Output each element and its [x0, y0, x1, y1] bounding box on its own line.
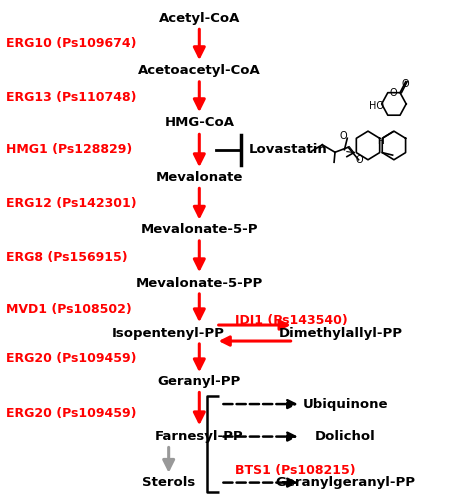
Text: O: O [340, 131, 347, 141]
Text: O: O [356, 155, 364, 165]
Text: Isopentenyl-PP: Isopentenyl-PP [112, 326, 225, 340]
Text: H: H [378, 137, 384, 146]
Text: IDI1 (Ps143540): IDI1 (Ps143540) [235, 314, 347, 327]
Text: HO: HO [368, 101, 383, 111]
Text: Mevalonate-5-P: Mevalonate-5-P [141, 223, 258, 236]
Text: HMG-CoA: HMG-CoA [164, 116, 234, 129]
Text: Acetoacetyl-CoA: Acetoacetyl-CoA [138, 64, 261, 77]
Text: ERG8 (Ps156915): ERG8 (Ps156915) [6, 250, 128, 264]
Text: Dimethylallyl-PP: Dimethylallyl-PP [279, 326, 403, 340]
Text: HMG1 (Ps128829): HMG1 (Ps128829) [6, 143, 132, 156]
Text: Farnesyl-PP: Farnesyl-PP [155, 430, 244, 443]
Text: Geranyl-PP: Geranyl-PP [158, 375, 241, 388]
Text: ERG20 (Ps109459): ERG20 (Ps109459) [6, 352, 137, 365]
Text: MVD1 (Ps108502): MVD1 (Ps108502) [6, 303, 132, 316]
Text: ERG20 (Ps109459): ERG20 (Ps109459) [6, 407, 137, 420]
Text: ERG13 (Ps110748): ERG13 (Ps110748) [6, 91, 137, 104]
Text: O: O [390, 88, 397, 98]
Text: Geranylgeranyl-PP: Geranylgeranyl-PP [275, 476, 415, 489]
Text: Lovastatin: Lovastatin [249, 143, 328, 156]
Text: ERG12 (Ps142301): ERG12 (Ps142301) [6, 198, 137, 210]
Text: O: O [402, 78, 410, 89]
Text: Ubiquinone: Ubiquinone [302, 397, 388, 410]
Text: Sterols: Sterols [142, 476, 195, 489]
Text: Dolichol: Dolichol [315, 430, 376, 443]
Text: Mevalonate: Mevalonate [155, 171, 243, 184]
Text: Mevalonate-5-PP: Mevalonate-5-PP [136, 277, 263, 290]
Text: BTS1 (Ps108215): BTS1 (Ps108215) [235, 464, 356, 477]
Text: ERG10 (Ps109674): ERG10 (Ps109674) [6, 37, 137, 50]
Text: Acetyl-CoA: Acetyl-CoA [159, 13, 240, 25]
